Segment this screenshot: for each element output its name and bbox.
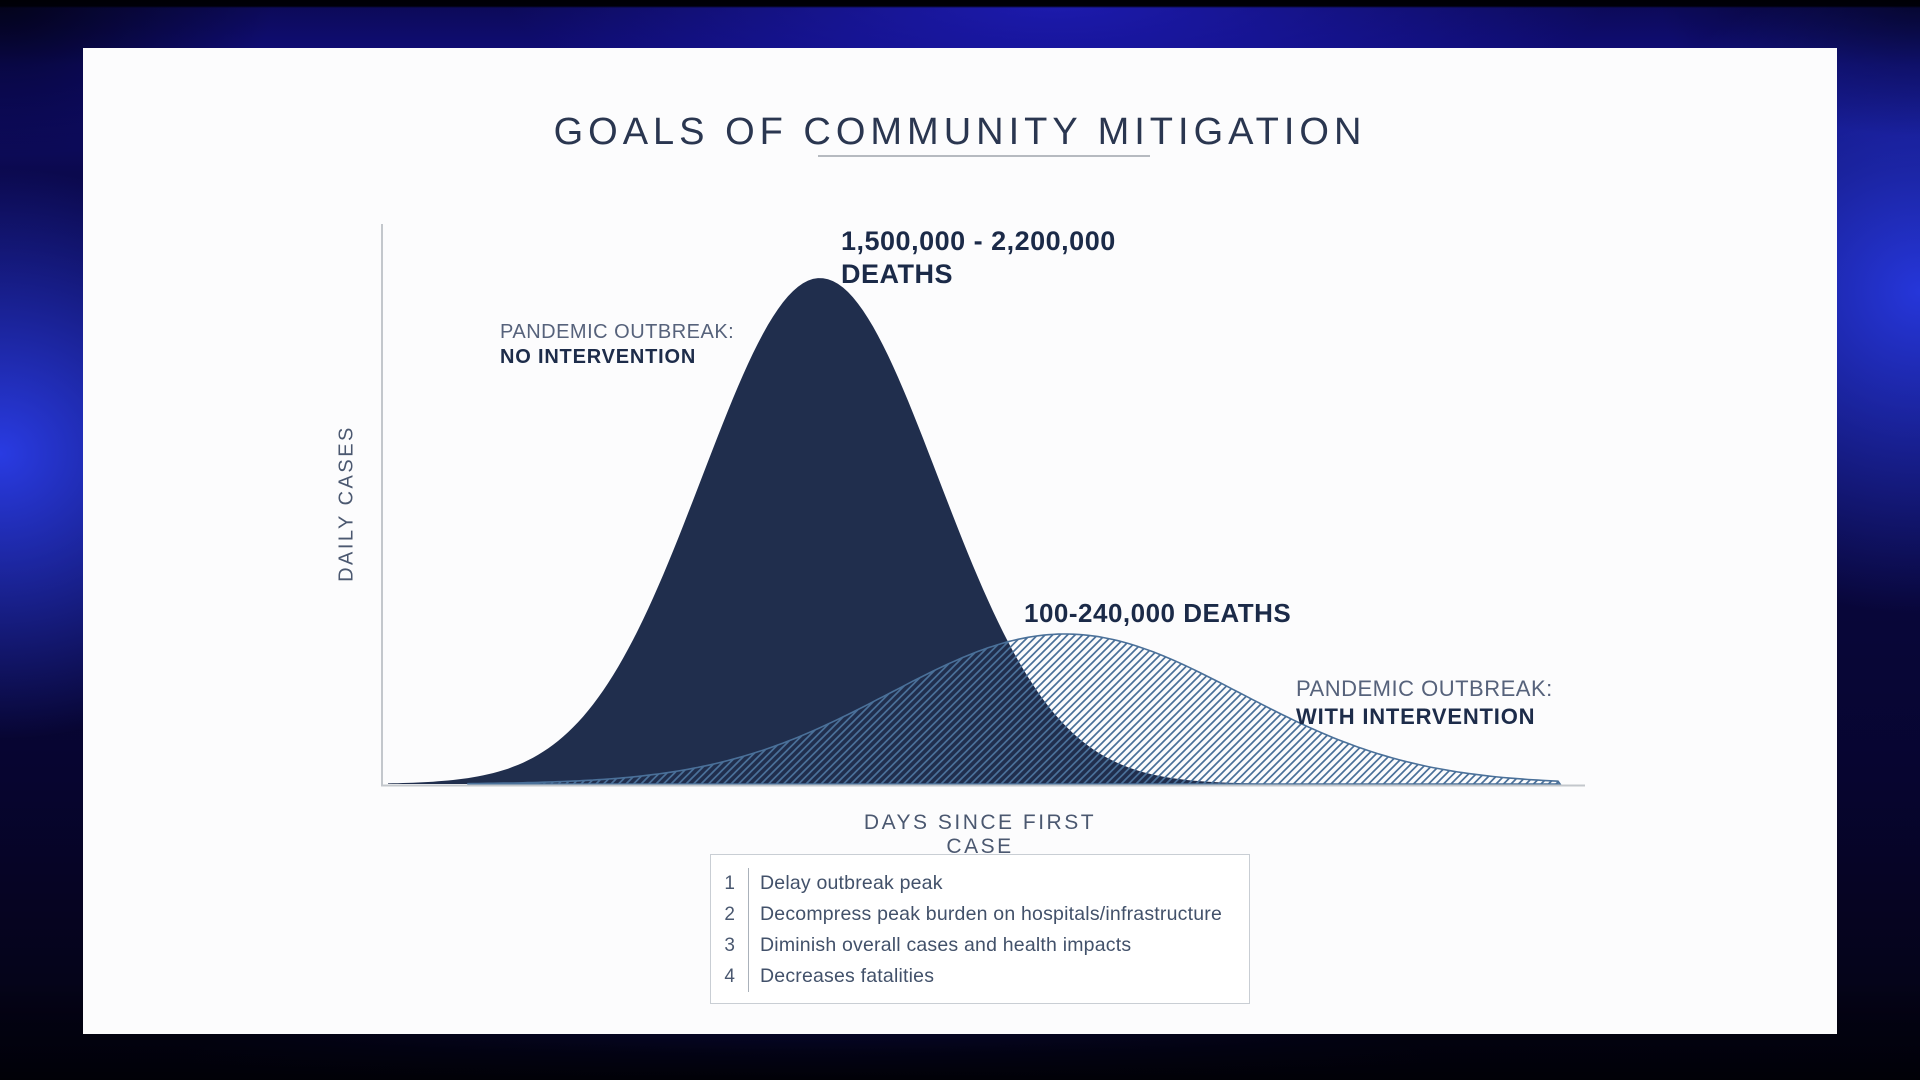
goal-text-1: Delay outbreak peak [760,872,943,894]
deaths-no-line2: DEATHS [841,259,954,289]
goal-number-2: 2 [711,899,749,930]
curve-with-intervention [467,633,1562,785]
goal-number-4: 4 [711,961,749,992]
label-no-intervention: PANDEMIC OUTBREAK: NO INTERVENTION [500,320,734,370]
goal-text-4: Decreases fatalities [760,965,935,987]
curve-no-intervention [388,278,1268,784]
label-no-intervention-line2: NO INTERVENTION [500,346,697,368]
deaths-no-line1: 1,500,000 - 2,200,000 [841,226,1116,256]
goal-row-4: 4 Decreases fatalities [711,961,1249,992]
goal-number-1: 1 [711,868,749,899]
label-no-intervention-line1: PANDEMIC OUTBREAK: [500,321,735,343]
x-axis-label: DAYS SINCE FIRST CASE [863,811,1097,858]
deaths-annotation-no-intervention: 1,500,000 - 2,200,000 DEATHS [841,225,1116,291]
epidemic-curves-chart [381,224,1585,787]
y-axis-label: DAILY CASES [335,425,358,582]
label-with-intervention-line1: PANDEMIC OUTBREAK: [1296,676,1553,701]
goal-text-2: Decompress peak burden on hospitals/infr… [760,903,1222,925]
slide-title: GOALS OF COMMUNITY MITIGATION [553,111,1367,153]
label-with-intervention: PANDEMIC OUTBREAK: WITH INTERVENTION [1296,675,1553,731]
goal-row-2: 2 Decompress peak burden on hospitals/in… [711,899,1249,930]
goal-row-1: 1 Delay outbreak peak [711,868,1249,899]
mitigation-goals-box: 1 Delay outbreak peak 2 Decompress peak … [710,854,1250,1004]
title-underline [818,155,1150,157]
goal-number-3: 3 [711,930,749,961]
deaths-annotation-with-intervention: 100-240,000 DEATHS [1024,598,1292,628]
label-with-intervention-line2: WITH INTERVENTION [1296,704,1536,729]
goal-text-3: Diminish overall cases and health impact… [760,934,1132,956]
goal-row-3: 3 Diminish overall cases and health impa… [711,930,1249,961]
